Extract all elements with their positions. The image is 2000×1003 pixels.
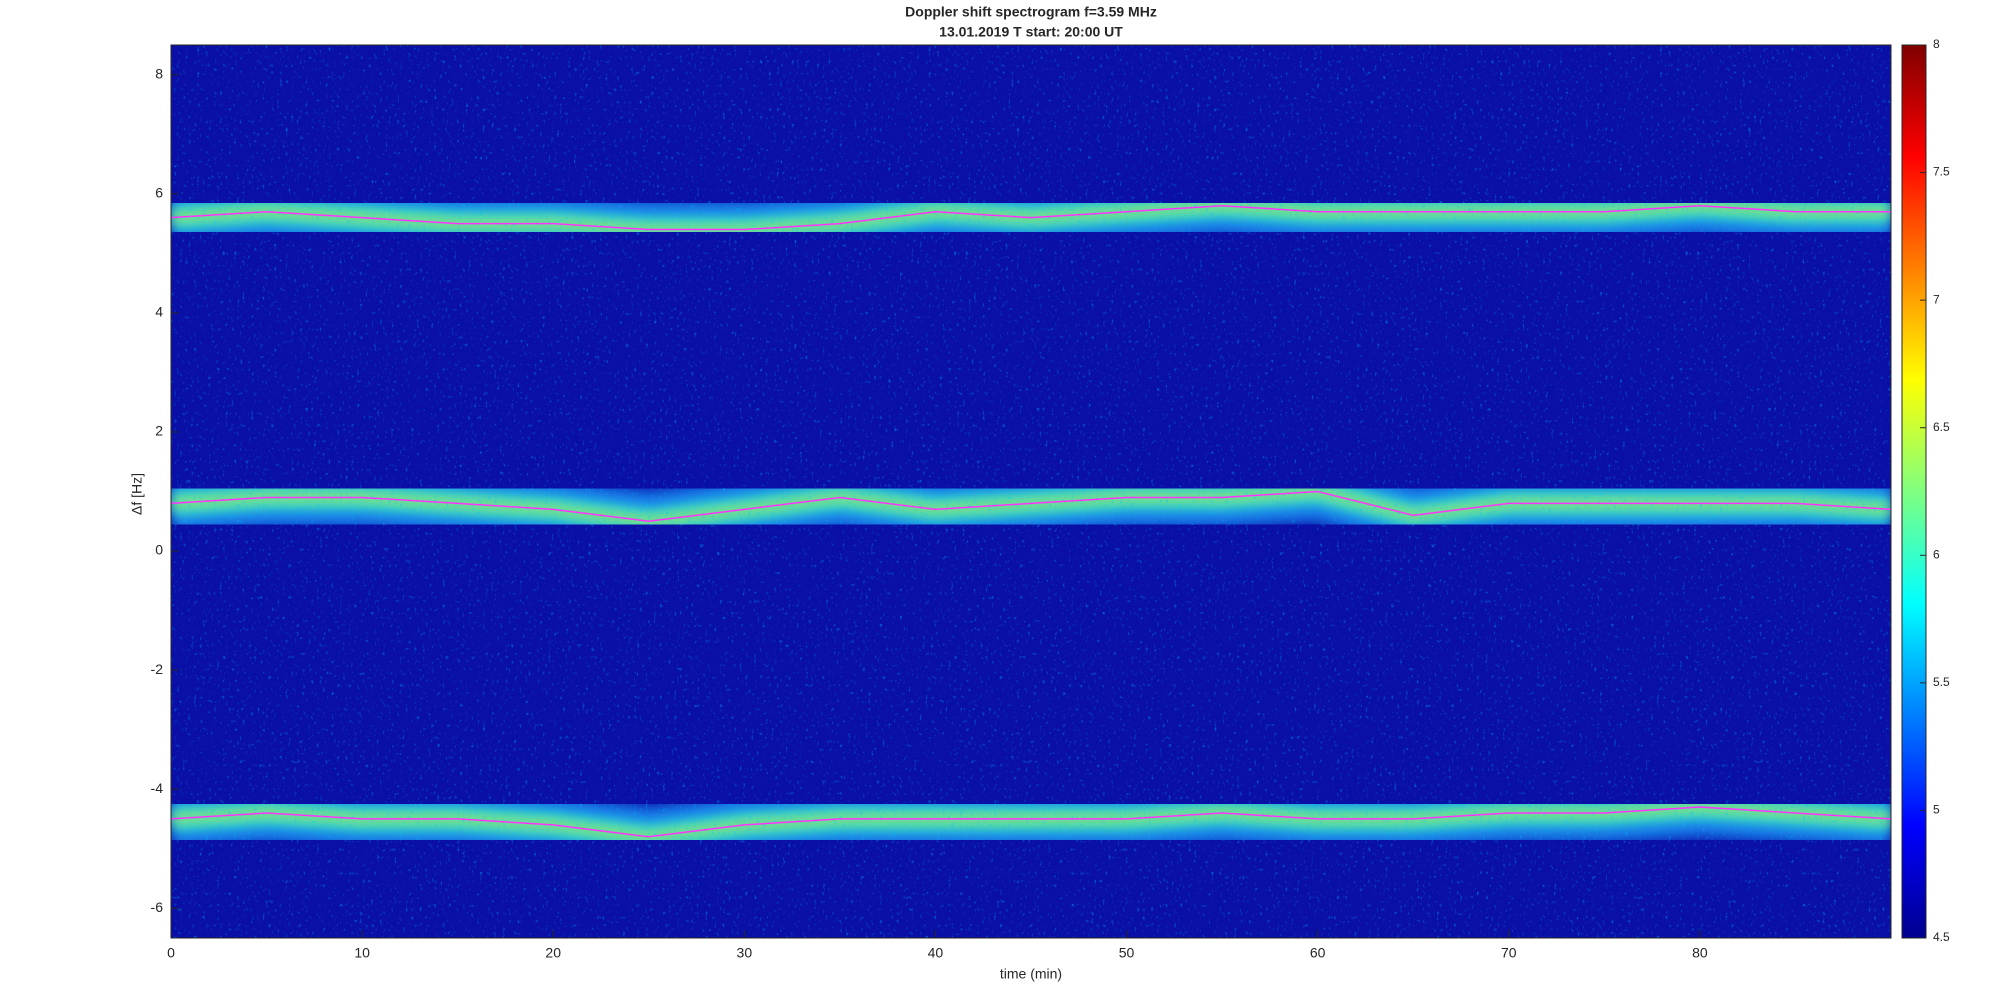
plot-frame — [170, 44, 1892, 939]
x-tick-label: 40 — [928, 945, 944, 961]
colorbar-tick-label: 8 — [1933, 37, 1940, 51]
y-tick-label: -6 — [151, 899, 164, 915]
x-tick-label: 60 — [1310, 945, 1326, 961]
x-tick-label: 20 — [545, 945, 561, 961]
x-tick-label: 30 — [737, 945, 753, 961]
x-tick-label: 50 — [1119, 945, 1135, 961]
x-axis-label: time (min) — [1000, 966, 1062, 982]
chart-title: Doppler shift spectrogram f=3.59 MHz — [905, 4, 1157, 20]
noise — [171, 45, 1891, 938]
traces — [171, 204, 1891, 838]
y-tick-label: 6 — [155, 185, 163, 201]
trace-line — [171, 204, 1891, 231]
colorbar-tick-label: 6 — [1933, 547, 1940, 561]
colorbar-tick-label: 6.5 — [1933, 420, 1950, 434]
colorbar-tick-label: 7 — [1933, 292, 1940, 306]
y-tick-label: -4 — [151, 780, 164, 796]
colorbar-tick-label: 4.5 — [1933, 930, 1950, 944]
y-tick-label: 0 — [155, 542, 163, 558]
colorbar-tick-label: 5.5 — [1933, 675, 1950, 689]
trace-line — [171, 806, 1891, 838]
colorbar — [1901, 44, 1927, 939]
x-tick-label: 0 — [167, 945, 175, 961]
x-tick-label: 80 — [1692, 945, 1708, 961]
y-tick-label: 2 — [155, 423, 163, 439]
y-tick-label: 4 — [155, 304, 163, 320]
x-tick-label: 10 — [354, 945, 370, 961]
y-tick-label: 8 — [155, 65, 163, 81]
x-tick-label: 70 — [1501, 945, 1517, 961]
colorbar-tick-label: 5 — [1933, 803, 1940, 817]
y-axis-label: Δf [Hz] — [129, 473, 145, 515]
y-tick-label: -2 — [151, 661, 164, 677]
chart-subtitle: 13.01.2019 T start: 20:00 UT — [939, 24, 1123, 40]
trace-line — [171, 490, 1891, 523]
colorbar-tick-label: 7.5 — [1933, 165, 1950, 179]
